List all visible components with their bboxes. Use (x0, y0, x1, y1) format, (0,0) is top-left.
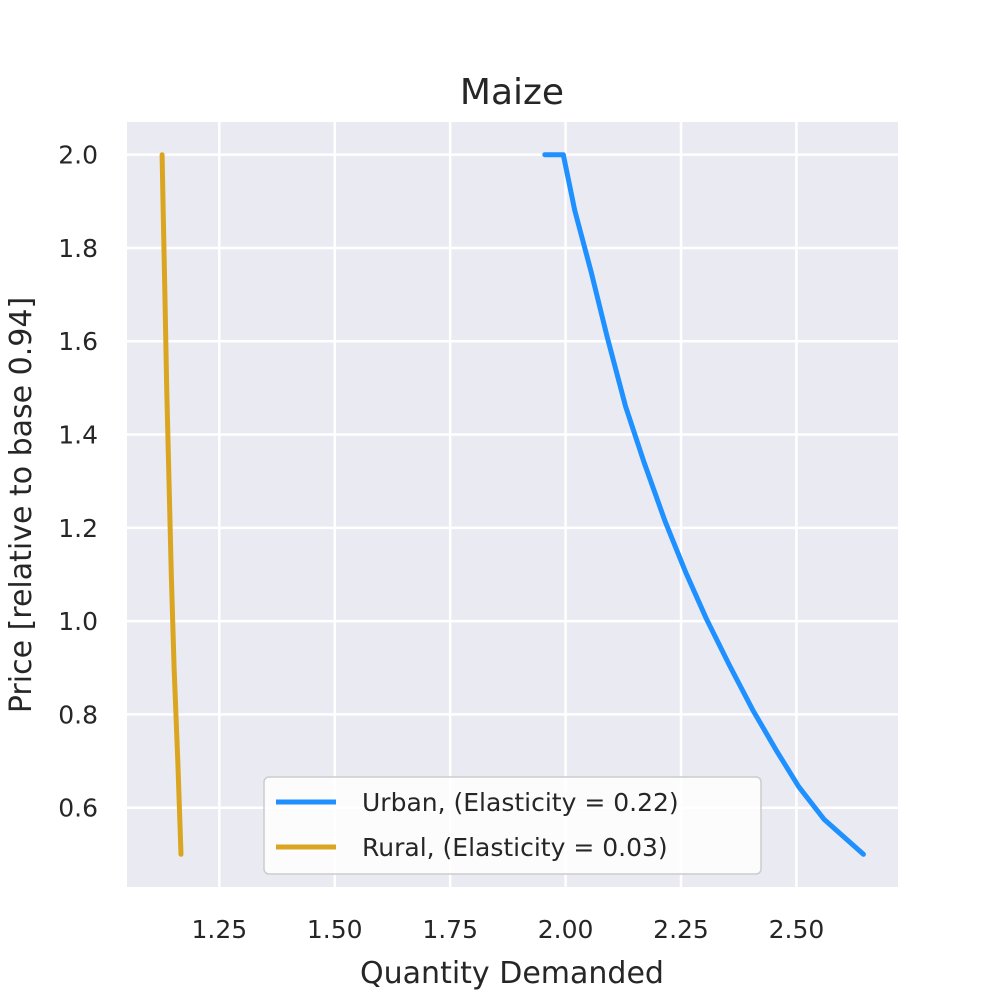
y-tick-label: 0.8 (58, 700, 98, 729)
legend: Urban, (Elasticity = 0.22) Rural, (Elasti… (263, 776, 762, 875)
legend-entry: Urban, (Elasticity = 0.22) (362, 788, 679, 817)
x-tick-label: 1.25 (191, 915, 247, 944)
y-tick-label: 2.0 (58, 141, 98, 170)
x-tick-label: 1.75 (422, 915, 478, 944)
y-tick-label: 1.8 (58, 234, 98, 263)
y-tick-label: 1.2 (58, 514, 98, 543)
legend-box (263, 776, 762, 875)
plot-area (127, 122, 898, 887)
y-tick-label: 1.4 (58, 421, 98, 450)
y-tick-label: 1.0 (58, 607, 98, 636)
x-tick-label: 1.50 (307, 915, 363, 944)
y-tick-label: 0.6 (58, 794, 98, 823)
legend-entry: Rural, (Elasticity = 0.03) (362, 833, 668, 862)
x-tick-label: 2.50 (769, 915, 825, 944)
x-tick-labels: 1.25 1.50 1.75 2.00 2.25 2.50 (191, 915, 824, 944)
y-tick-labels: 0.6 0.8 1.0 1.2 1.4 1.6 1.8 2.0 (58, 141, 98, 823)
gridlines (127, 122, 898, 887)
chart-title: Maize (460, 72, 564, 113)
series-lines (159, 152, 866, 857)
x-axis-label: Quantity Demanded (360, 956, 664, 991)
series-line-urban (542, 152, 866, 857)
series-line-rural (159, 152, 184, 857)
y-axis-label: Price [relative to base 0.94] (4, 297, 39, 713)
y-tick-label: 1.6 (58, 327, 98, 356)
x-tick-label: 2.00 (538, 915, 594, 944)
x-tick-label: 2.25 (653, 915, 709, 944)
